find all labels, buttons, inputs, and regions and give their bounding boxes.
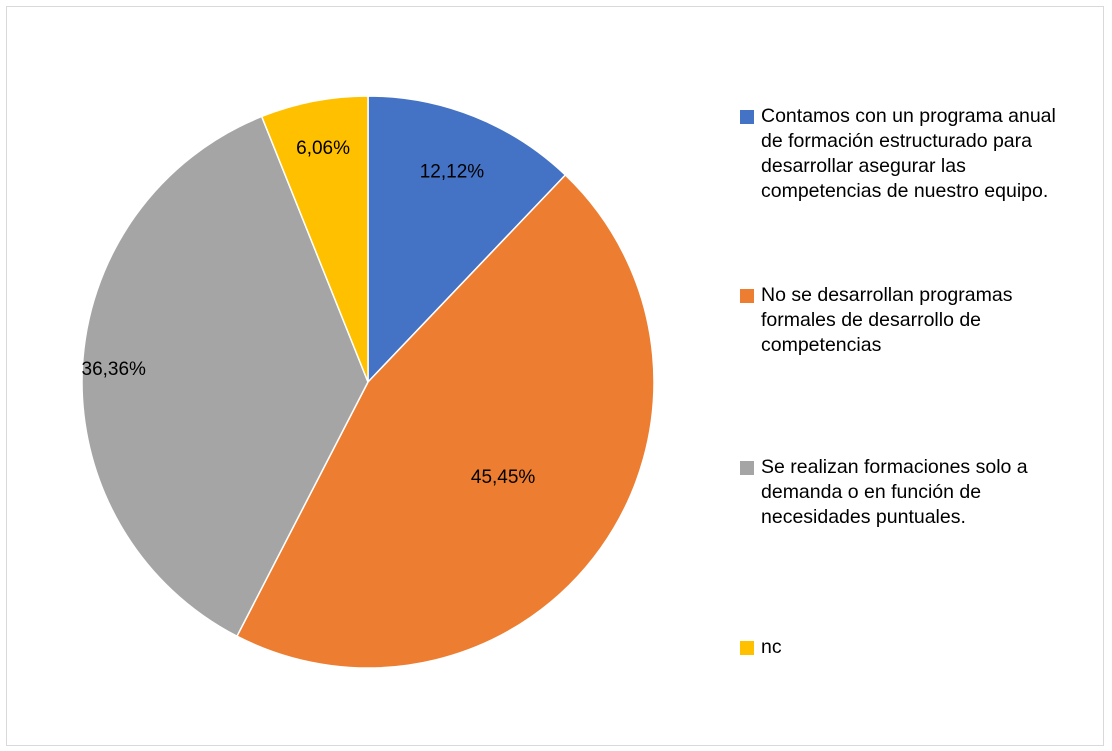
legend-label-2: Se realizan formaciones solo a demanda o… xyxy=(761,456,1028,528)
pie-slice-0 xyxy=(367,95,567,384)
legend-item-2: Se realizan formaciones solo a demanda o… xyxy=(740,455,1080,530)
pie-slice-2 xyxy=(81,115,369,638)
legend-item-1: No se desarrollan programas formales de … xyxy=(740,283,1080,358)
legend-label-0: Contamos con un programa anual de formac… xyxy=(761,105,1056,202)
legend-swatch-0 xyxy=(740,110,754,124)
data-label-1: 45,45% xyxy=(471,467,536,488)
data-label-0: 12,12% xyxy=(420,161,485,182)
legend-swatch-2 xyxy=(740,461,754,475)
legend-label-1: No se desarrollan programas formales de … xyxy=(761,284,1013,356)
legend-item-3: nc xyxy=(740,635,1080,660)
legend-swatch-1 xyxy=(740,289,754,303)
legend-label-3: nc xyxy=(761,636,782,658)
pie-slice-1 xyxy=(235,173,655,669)
legend-swatch-3 xyxy=(740,641,754,655)
legend-item-0: Contamos con un programa anual de formac… xyxy=(740,104,1080,204)
pie-slice-3 xyxy=(260,95,369,383)
data-label-3: 6,06% xyxy=(296,138,350,159)
data-label-2: 36,36% xyxy=(82,359,147,380)
